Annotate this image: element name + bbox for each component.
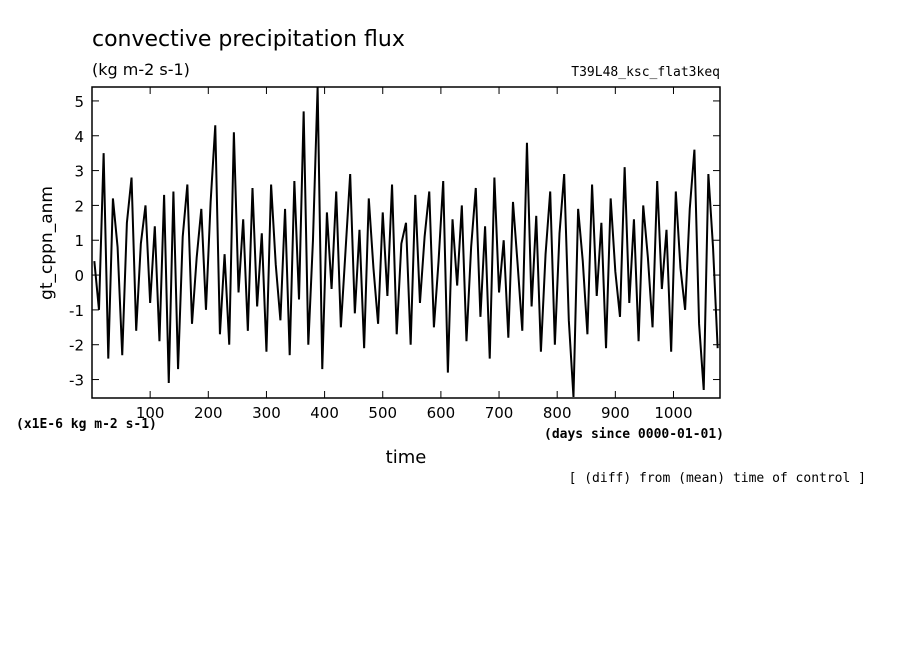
- y-tick-label: -1: [69, 302, 84, 320]
- y-tick-label: 1: [74, 232, 84, 250]
- y-tick-label: 0: [74, 267, 84, 285]
- x-tick-label: 300: [252, 404, 281, 422]
- y-tick-label: -2: [69, 337, 84, 355]
- y-tick-label: 3: [74, 163, 84, 181]
- x-tick-label: 400: [310, 404, 339, 422]
- y-tick-label: 4: [74, 128, 84, 146]
- data-line: [93, 86, 719, 398]
- y-tick-label: -3: [69, 372, 84, 390]
- x-tick-label: 800: [543, 404, 572, 422]
- y-tick-label: 2: [74, 197, 84, 215]
- x-axis-label: time: [386, 447, 427, 468]
- x-unit-note: (days since 0000-01-01): [544, 427, 724, 442]
- y-unit-note: (x1E-6 kg m-2 s-1): [16, 417, 157, 432]
- y-tick-label: 5: [74, 93, 84, 111]
- x-tick-label: 500: [368, 404, 397, 422]
- x-tick-label: 200: [194, 404, 223, 422]
- run-label: T39L48_ksc_flat3keq: [571, 65, 720, 80]
- y-axis-label: gt_cppn_anm: [37, 186, 57, 300]
- x-tick-label: 100: [136, 404, 165, 422]
- x-tick-label: 1000: [654, 404, 692, 422]
- footnote: [ (diff) from (mean) time of control ]: [569, 471, 866, 486]
- plot-frame: [91, 86, 721, 399]
- x-tick-label: 700: [485, 404, 514, 422]
- x-tick-label: 900: [601, 404, 630, 422]
- x-tick-label: 600: [427, 404, 456, 422]
- chart-title: convective precipitation flux: [92, 27, 405, 52]
- chart-subtitle: (kg m-2 s-1): [92, 60, 190, 79]
